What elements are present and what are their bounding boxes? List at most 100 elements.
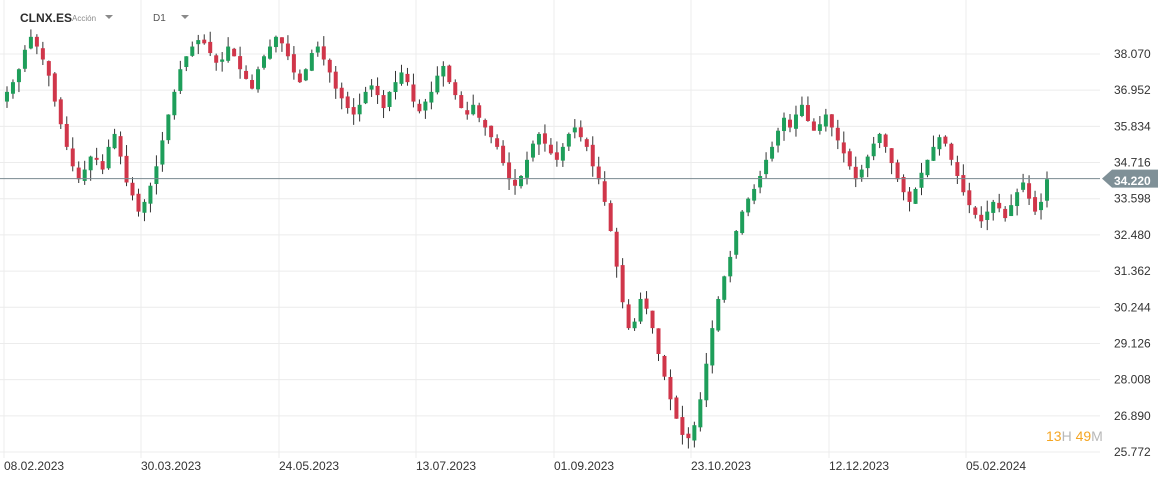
candle-up	[937, 137, 942, 150]
candle-down	[501, 145, 506, 164]
x-tick-label: 13.07.2023	[416, 459, 476, 473]
candle-up	[1021, 182, 1026, 190]
candle-up	[435, 75, 440, 93]
candle-down	[805, 105, 810, 121]
candle-down	[961, 175, 966, 193]
candle-down	[548, 144, 553, 154]
x-tick-label: 23.10.2023	[691, 459, 751, 473]
candle-down	[973, 207, 978, 215]
y-tick-label: 26.890	[1114, 409, 1151, 423]
candle-down	[949, 143, 954, 160]
candle-up	[764, 159, 769, 175]
candle-down	[847, 151, 852, 167]
candle-down	[375, 85, 380, 96]
candle-down	[1033, 197, 1038, 212]
candle-down	[46, 61, 51, 76]
candle-down	[124, 155, 129, 183]
y-axis: 38.070 36.952 35.834 34.716 33.598 32.480 31.3…	[1114, 47, 1151, 459]
y-tick-label: 31.362	[1114, 264, 1151, 278]
candle-down	[907, 191, 912, 202]
y-tick-label: 38.070	[1114, 47, 1151, 61]
candle-down	[250, 79, 255, 89]
candle-up	[1009, 205, 1014, 217]
candle-up	[190, 46, 195, 56]
candle-down	[285, 43, 290, 57]
candle-up	[220, 59, 225, 62]
candle-up	[698, 399, 703, 428]
candle-down	[513, 179, 518, 186]
x-tick-label: 05.02.2024	[966, 459, 1026, 473]
candle-down	[578, 127, 583, 138]
candle-down	[136, 193, 141, 212]
candle-down	[650, 310, 655, 329]
x-tick-label: 30.03.2023	[141, 459, 201, 473]
symbol-dropdown-chevron-icon[interactable]	[105, 15, 113, 19]
candle-down	[507, 162, 512, 180]
candle-up	[925, 159, 930, 176]
candle-up	[632, 321, 637, 329]
candle-up	[913, 188, 918, 204]
candle-down	[118, 136, 123, 157]
candle-down	[94, 157, 99, 160]
candle-up	[859, 169, 864, 178]
symbol-label[interactable]: CLNX.ES	[20, 11, 73, 25]
candle-down	[52, 73, 57, 102]
candle-up	[441, 65, 446, 77]
candle-up	[148, 185, 153, 204]
candle-up	[142, 201, 147, 213]
candle-down	[495, 138, 500, 147]
candle-down	[626, 304, 631, 329]
candle-down	[889, 148, 894, 164]
candle-up	[799, 104, 804, 116]
candle-down	[644, 298, 649, 309]
candle-up	[776, 130, 781, 146]
candle-down	[608, 203, 613, 232]
candle-down	[405, 73, 410, 83]
candle-up	[572, 127, 577, 133]
candle-down	[662, 355, 667, 377]
candle-up	[178, 69, 183, 91]
candle-down	[459, 95, 464, 109]
candle-up	[172, 91, 177, 116]
candle-down	[321, 46, 326, 60]
candle-down	[214, 55, 219, 63]
candle-down	[979, 214, 984, 222]
candle-up	[752, 188, 757, 201]
candle-up	[692, 425, 697, 441]
candle-down	[477, 105, 482, 118]
candle-up	[196, 40, 201, 45]
candle-up	[710, 328, 715, 366]
candle-up	[88, 156, 93, 171]
candle-up	[106, 146, 111, 169]
candle-up	[315, 46, 320, 53]
candle-down	[238, 56, 243, 70]
candle-up	[865, 156, 870, 169]
candle-down	[955, 162, 960, 177]
candle-up	[387, 91, 392, 107]
candle-up	[267, 46, 272, 59]
candle-down	[333, 71, 338, 89]
timeframe-dropdown-chevron-icon[interactable]	[181, 15, 189, 19]
candle-down	[811, 121, 816, 131]
candle-up	[154, 166, 159, 184]
candle-up	[638, 298, 643, 322]
candle-up	[919, 172, 924, 188]
candle-up	[303, 69, 308, 81]
x-tick-label: 01.09.2023	[554, 459, 614, 473]
candle-down	[351, 107, 356, 115]
timeframe-selector[interactable]: D1	[153, 13, 166, 24]
candle-up	[393, 82, 398, 93]
countdown-hours: 13	[1046, 428, 1062, 444]
candle-down	[674, 397, 679, 419]
candle-up	[823, 114, 828, 127]
countdown-hours-unit: H	[1061, 428, 1072, 444]
candle-up	[519, 176, 524, 187]
candle-down	[279, 37, 284, 44]
candle-up	[22, 49, 27, 69]
y-tick-label: 32.480	[1114, 228, 1151, 242]
candle-up	[817, 124, 822, 131]
candle-down	[596, 166, 601, 180]
candle-down	[483, 120, 488, 128]
candle-down	[34, 36, 39, 47]
